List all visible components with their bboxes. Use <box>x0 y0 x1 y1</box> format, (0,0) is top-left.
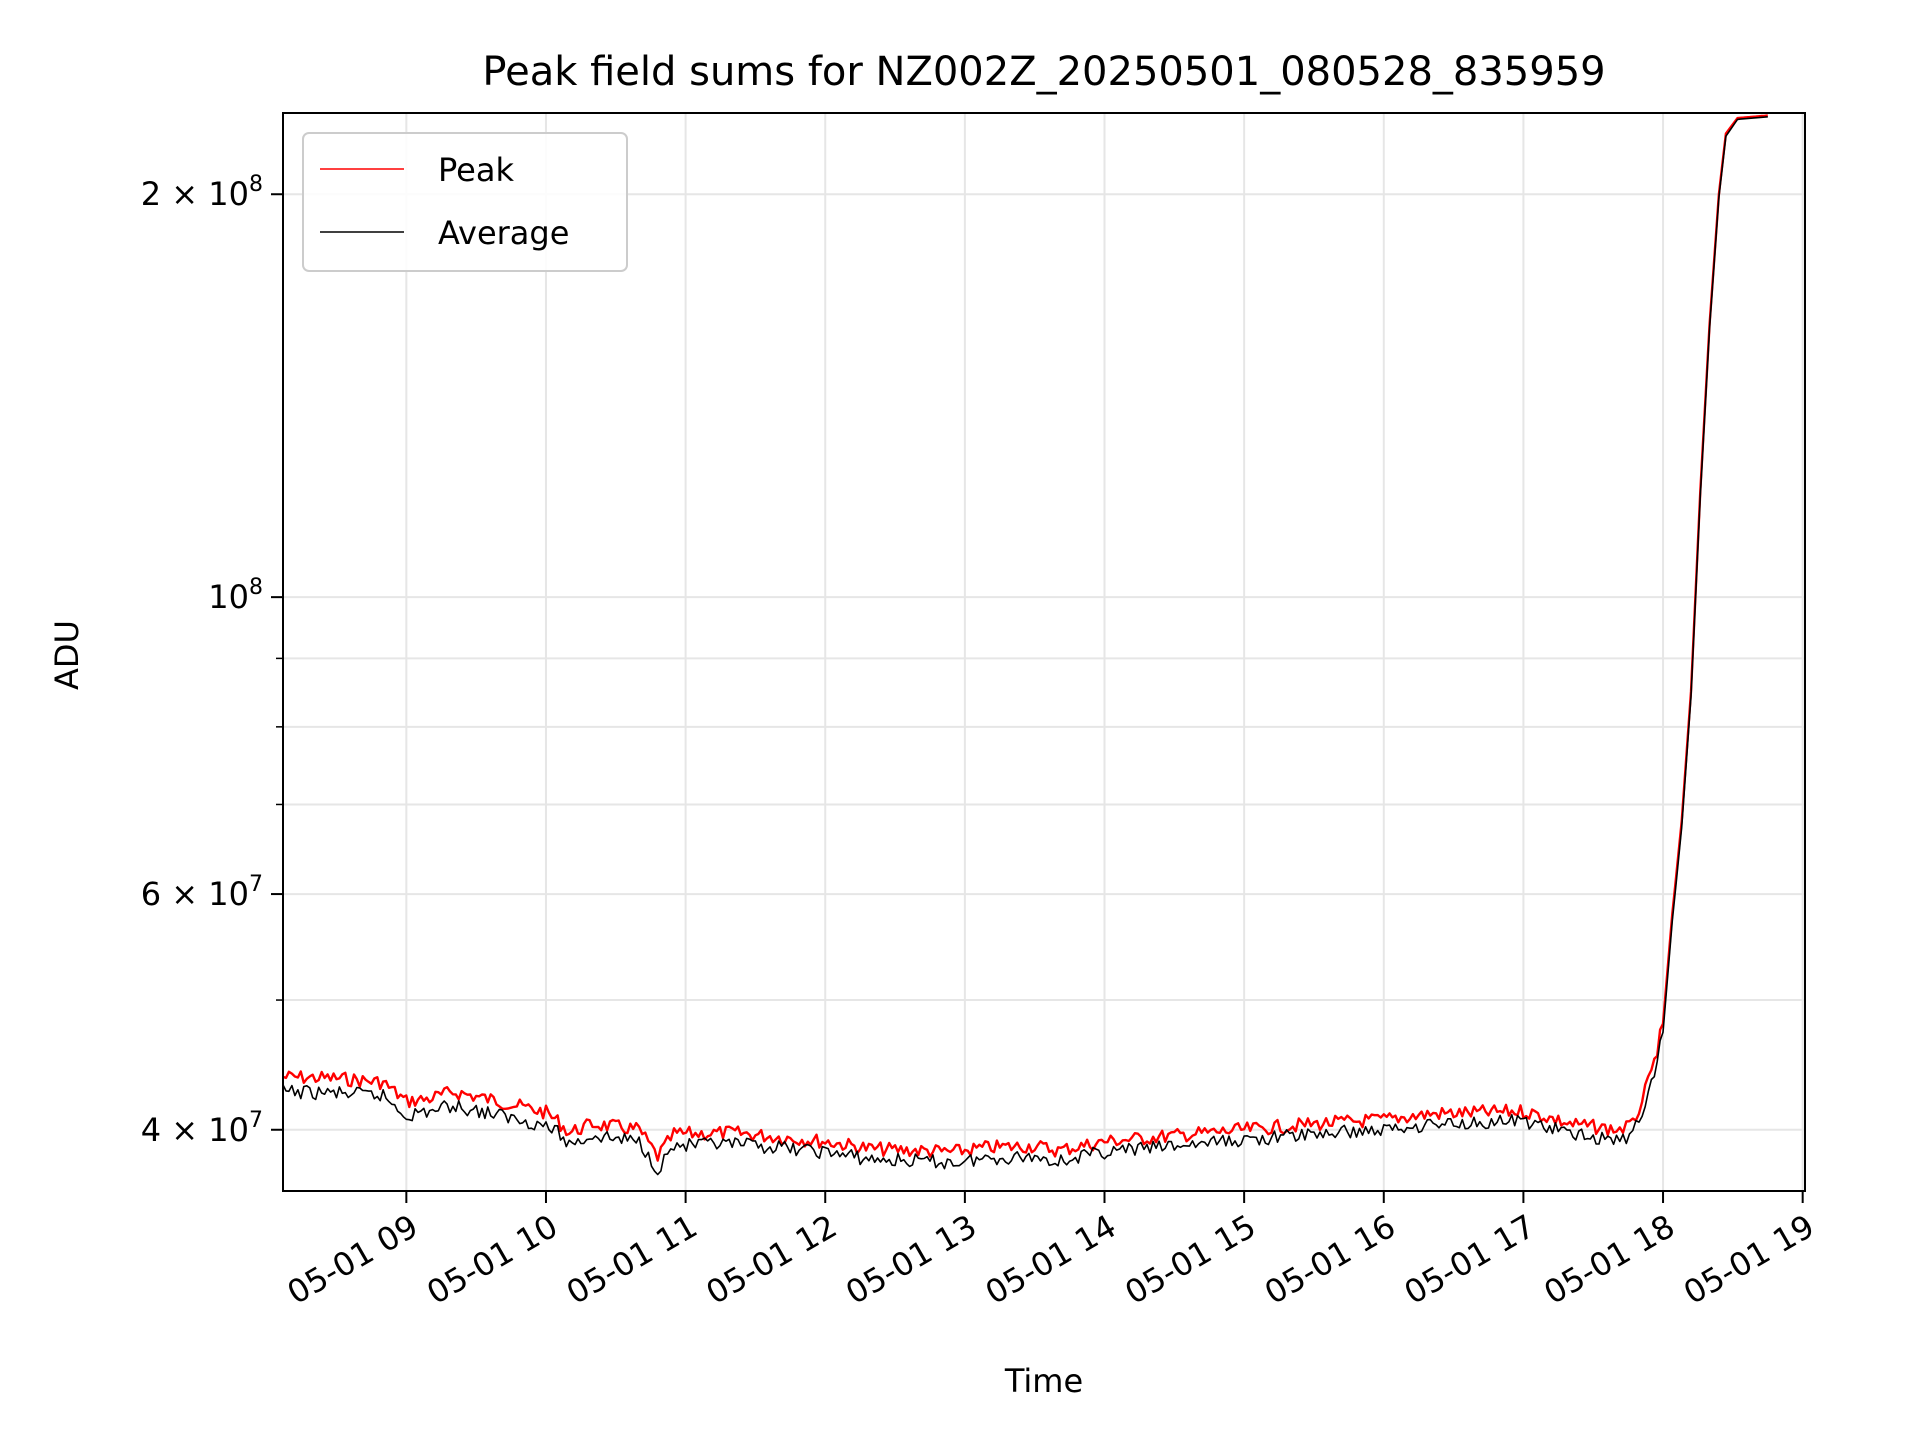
series-lines <box>283 114 1768 1176</box>
grid-lines <box>283 113 1805 1191</box>
y-tick-label: 108 <box>208 575 263 616</box>
plot-frame <box>282 112 1806 1192</box>
y-axis-label: ADU <box>48 620 86 690</box>
y-axis-ticks: 4 × 107 6 × 107 108 2 × 108 <box>141 172 283 1149</box>
legend-label-average: Average <box>438 214 569 252</box>
chart-title: Peak field sums for NZ002Z_20250501_0805… <box>482 49 1605 95</box>
legend: Peak Average <box>302 132 628 272</box>
x-axis-label: Time <box>1004 1362 1083 1400</box>
series-line-peak <box>283 114 1768 1162</box>
y-tick-label: 2 × 108 <box>141 172 263 213</box>
y-tick-label: 4 × 107 <box>141 1108 263 1149</box>
legend-label-peak: Peak <box>438 151 514 189</box>
y-tick-label: 6 × 107 <box>141 872 263 913</box>
series-line-average <box>283 116 1768 1176</box>
legend-box <box>302 132 628 272</box>
